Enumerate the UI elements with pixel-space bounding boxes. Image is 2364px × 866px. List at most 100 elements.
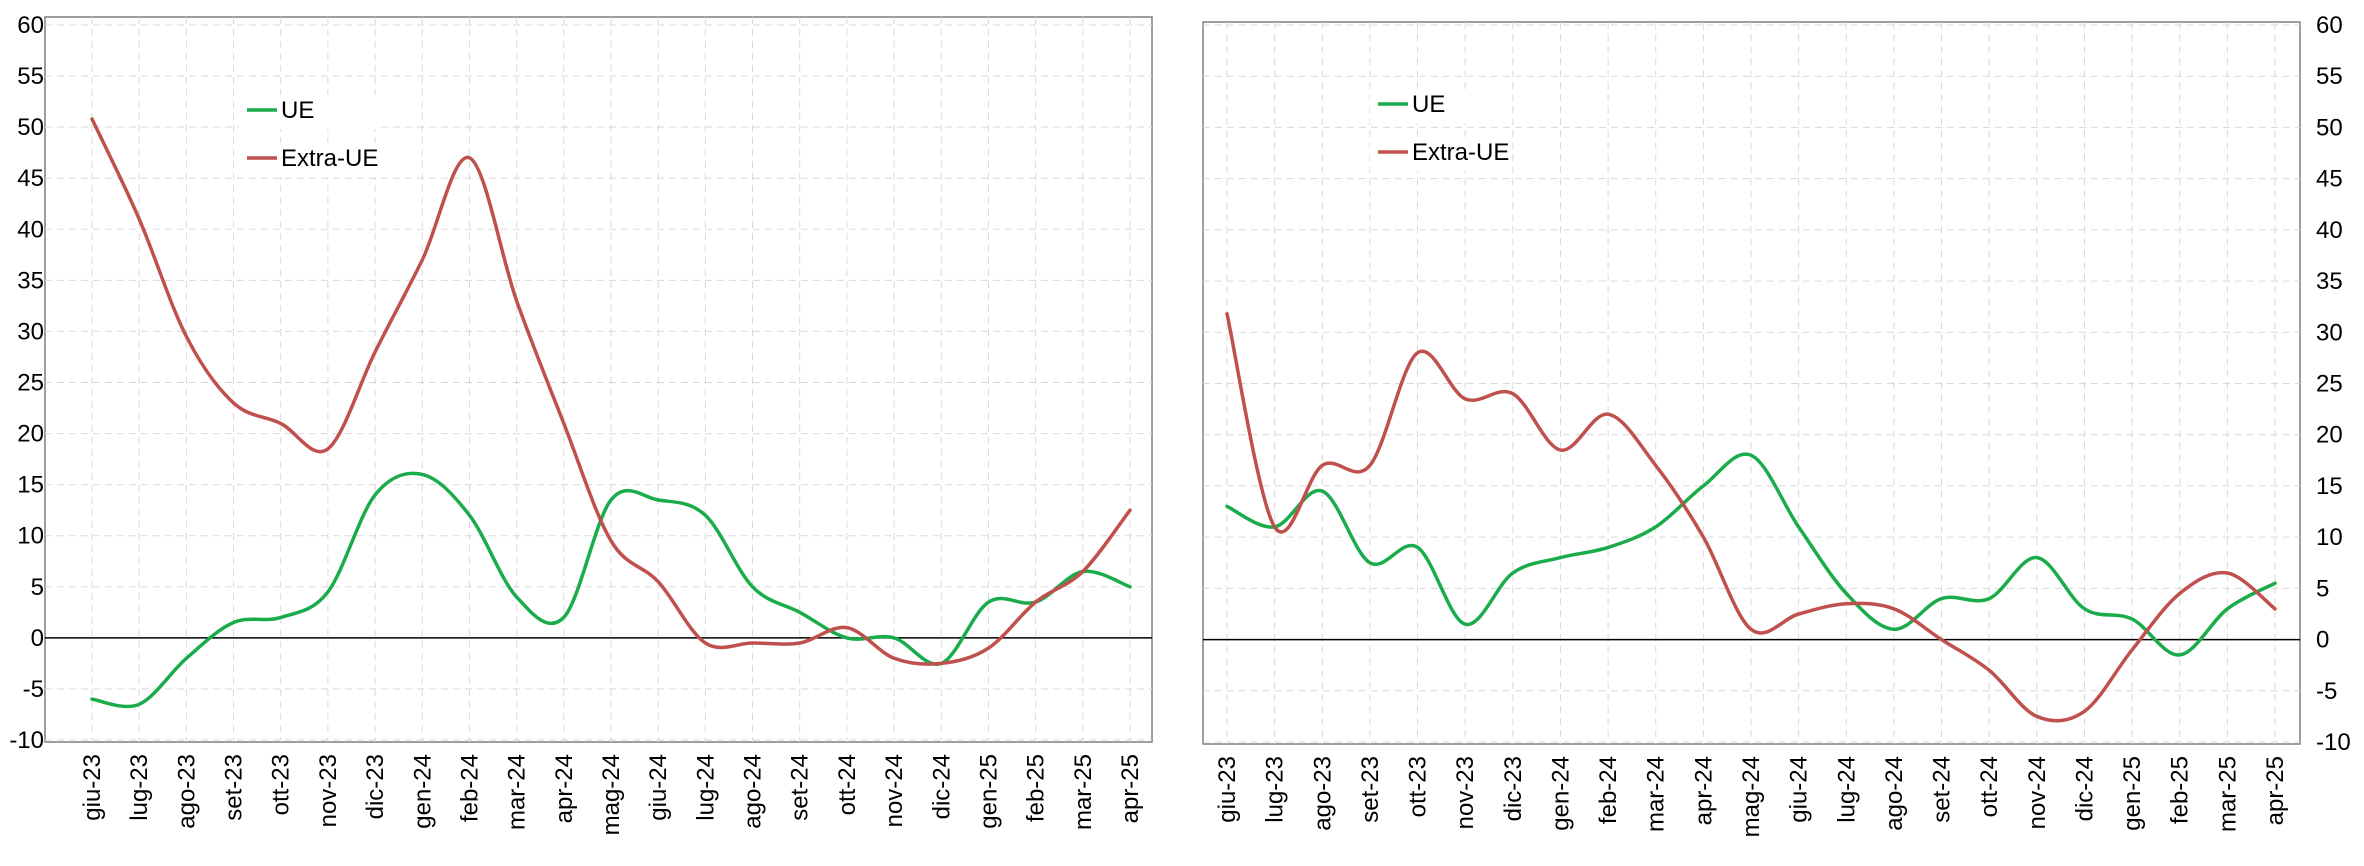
data-point-extra-ue <box>1797 612 1801 616</box>
x-tick-label: apr-24 <box>1690 756 1717 825</box>
x-tick-label: nov-23 <box>1452 756 1479 829</box>
data-point-extra-ue <box>1701 535 1705 539</box>
data-point-ue <box>845 636 849 640</box>
data-point-extra-ue <box>939 661 943 665</box>
data-point-extra-ue <box>703 641 707 645</box>
data-point-ue <box>420 472 424 476</box>
data-point-ue <box>1225 504 1229 508</box>
y-tick-label: 40 <box>2316 217 2343 244</box>
x-tick-label: lug-24 <box>1833 756 1860 823</box>
legend-background <box>1370 89 1510 123</box>
x-tick-label: feb-24 <box>1595 756 1622 824</box>
x-tick-label: apr-24 <box>551 754 578 823</box>
data-point-extra-ue <box>1034 600 1038 604</box>
x-tick-label: ago-24 <box>1881 756 1908 831</box>
x-tick-label: giu-23 <box>79 754 106 821</box>
data-point-ue <box>1511 571 1515 575</box>
data-point-extra-ue <box>1606 412 1610 416</box>
y-tick-label: 30 <box>17 318 44 345</box>
y-tick-label: 20 <box>17 421 44 448</box>
data-point-extra-ue <box>1416 351 1420 355</box>
data-point-ue <box>232 621 236 625</box>
data-point-extra-ue <box>562 421 566 425</box>
legend: UE Extra-UE <box>239 95 379 177</box>
data-point-extra-ue <box>751 641 755 645</box>
data-point-ue <box>1797 525 1801 529</box>
x-tick-label: mar-25 <box>2214 756 2241 832</box>
data-point-ue <box>279 615 283 619</box>
data-point-extra-ue <box>1654 463 1658 467</box>
data-point-ue <box>798 610 802 614</box>
data-point-extra-ue <box>892 656 896 660</box>
data-point-ue <box>1320 489 1324 493</box>
data-point-extra-ue <box>1273 525 1277 529</box>
legend-label-extra-ue: Extra-UE <box>1412 139 1509 166</box>
x-tick-label: gen-25 <box>2119 756 2146 831</box>
x-tick-label: feb-25 <box>2167 756 2194 824</box>
data-point-extra-ue <box>137 217 141 221</box>
x-tick-label: gen-24 <box>409 754 436 829</box>
legend-background <box>239 143 379 177</box>
x-tick-label: giu-23 <box>1214 756 1241 823</box>
data-point-extra-ue <box>1558 448 1562 452</box>
y-tick-label: 55 <box>2316 63 2343 90</box>
data-point-extra-ue <box>326 447 330 451</box>
y-tick-label: 45 <box>2316 166 2343 193</box>
y-tick-label: 20 <box>2316 422 2343 449</box>
data-point-extra-ue <box>1081 569 1085 573</box>
y-tick-label: -10 <box>9 727 44 754</box>
chart-left: -10 -5 0 5 10 15 20 25 30 35 40 45 50 55 60 giu-23 lug-2… <box>9 12 1153 835</box>
data-point-extra-ue <box>2225 571 2229 575</box>
data-point-ue <box>2225 607 2229 611</box>
data-point-ue <box>1128 585 1132 589</box>
data-point-ue <box>656 498 660 502</box>
data-point-ue <box>467 513 471 517</box>
data-point-ue <box>90 697 94 701</box>
data-point-extra-ue <box>2082 709 2086 713</box>
series-line-extra-ue <box>1225 312 2277 723</box>
data-point-extra-ue <box>1368 463 1372 467</box>
x-tick-label: lug-24 <box>692 754 719 821</box>
data-point-ue <box>326 590 330 594</box>
data-point-extra-ue <box>1749 627 1753 631</box>
x-tick-label: giu-24 <box>645 754 672 821</box>
data-point-extra-ue <box>1844 602 1848 606</box>
x-tick-label: set-24 <box>1929 756 1956 823</box>
x-tick-label: dic-24 <box>928 754 955 819</box>
y-tick-label: 10 <box>17 523 44 550</box>
data-point-ue <box>515 595 519 599</box>
data-point-extra-ue <box>2273 607 2277 611</box>
x-tick-label: feb-25 <box>1023 754 1050 822</box>
y-tick-label: 60 <box>2316 12 2343 39</box>
data-point-ue <box>703 513 707 517</box>
y-tick-label: 60 <box>17 12 44 39</box>
y-tick-label: -5 <box>23 676 44 703</box>
data-point-extra-ue <box>798 641 802 645</box>
x-tick-label: set-24 <box>787 754 814 821</box>
data-point-extra-ue <box>2130 648 2134 652</box>
x-tick-label: apr-25 <box>2262 756 2289 825</box>
data-point-ue <box>986 600 990 604</box>
data-point-extra-ue <box>1987 668 1991 672</box>
data-point-extra-ue <box>1128 508 1132 512</box>
data-point-extra-ue <box>1511 392 1515 396</box>
x-tick-label: ott-23 <box>268 754 295 815</box>
x-tick-label: nov-23 <box>315 754 342 827</box>
data-point-ue <box>1749 453 1753 457</box>
y-tick-label: 30 <box>2316 319 2343 346</box>
y-tick-label: 15 <box>2316 473 2343 500</box>
y-tick-label: -10 <box>2316 729 2351 756</box>
data-point-ue <box>2082 607 2086 611</box>
x-tick-label: mar-24 <box>1643 756 1670 832</box>
plot-area <box>44 16 1153 743</box>
y-tick-label: 40 <box>17 216 44 243</box>
y-tick-label: 50 <box>2316 114 2343 141</box>
data-point-ue <box>609 498 613 502</box>
y-tick-label: 35 <box>17 267 44 294</box>
x-tick-label: nov-24 <box>881 754 908 827</box>
data-point-ue <box>1416 545 1420 549</box>
legend-background <box>1370 137 1510 171</box>
chart-right: -10 -5 0 5 10 15 20 25 30 35 40 45 50 55 60 giu-23 lug-2… <box>1202 12 2351 837</box>
y-tick-label: 55 <box>17 63 44 90</box>
